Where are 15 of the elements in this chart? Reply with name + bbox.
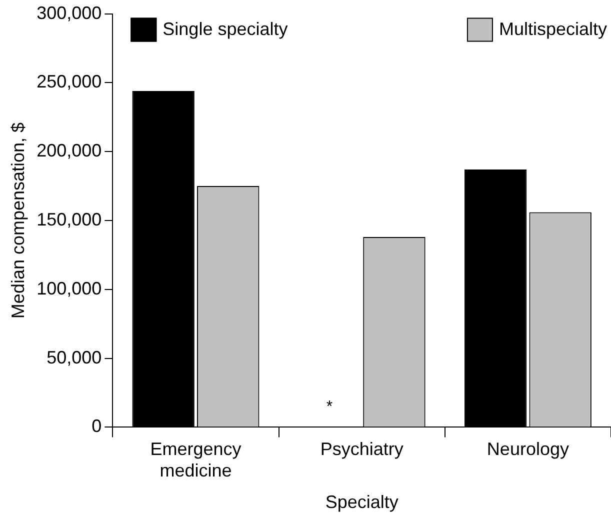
y-tick-label: 200,000 xyxy=(36,140,102,161)
annotation: * xyxy=(326,398,333,416)
y-tick-label: 300,000 xyxy=(36,2,102,23)
x-tick-label: Emergency medicine xyxy=(150,438,242,481)
legend-label: Multispecialty xyxy=(498,18,608,39)
legend-label: Single specialty xyxy=(162,18,288,39)
y-tick-label: 0 xyxy=(92,416,102,436)
y-tick-label: 150,000 xyxy=(36,209,102,230)
y-tick-label: 50,000 xyxy=(46,347,102,368)
x-axis-title: Specialty xyxy=(325,492,398,512)
y-axis-title: Median compensation, $ xyxy=(8,122,28,319)
y-tick-label: 250,000 xyxy=(36,72,102,92)
x-tick-label: Psychiatry xyxy=(320,438,404,459)
y-tick-label: 100,000 xyxy=(36,278,102,298)
x-tick-label: Neurology xyxy=(486,438,569,459)
